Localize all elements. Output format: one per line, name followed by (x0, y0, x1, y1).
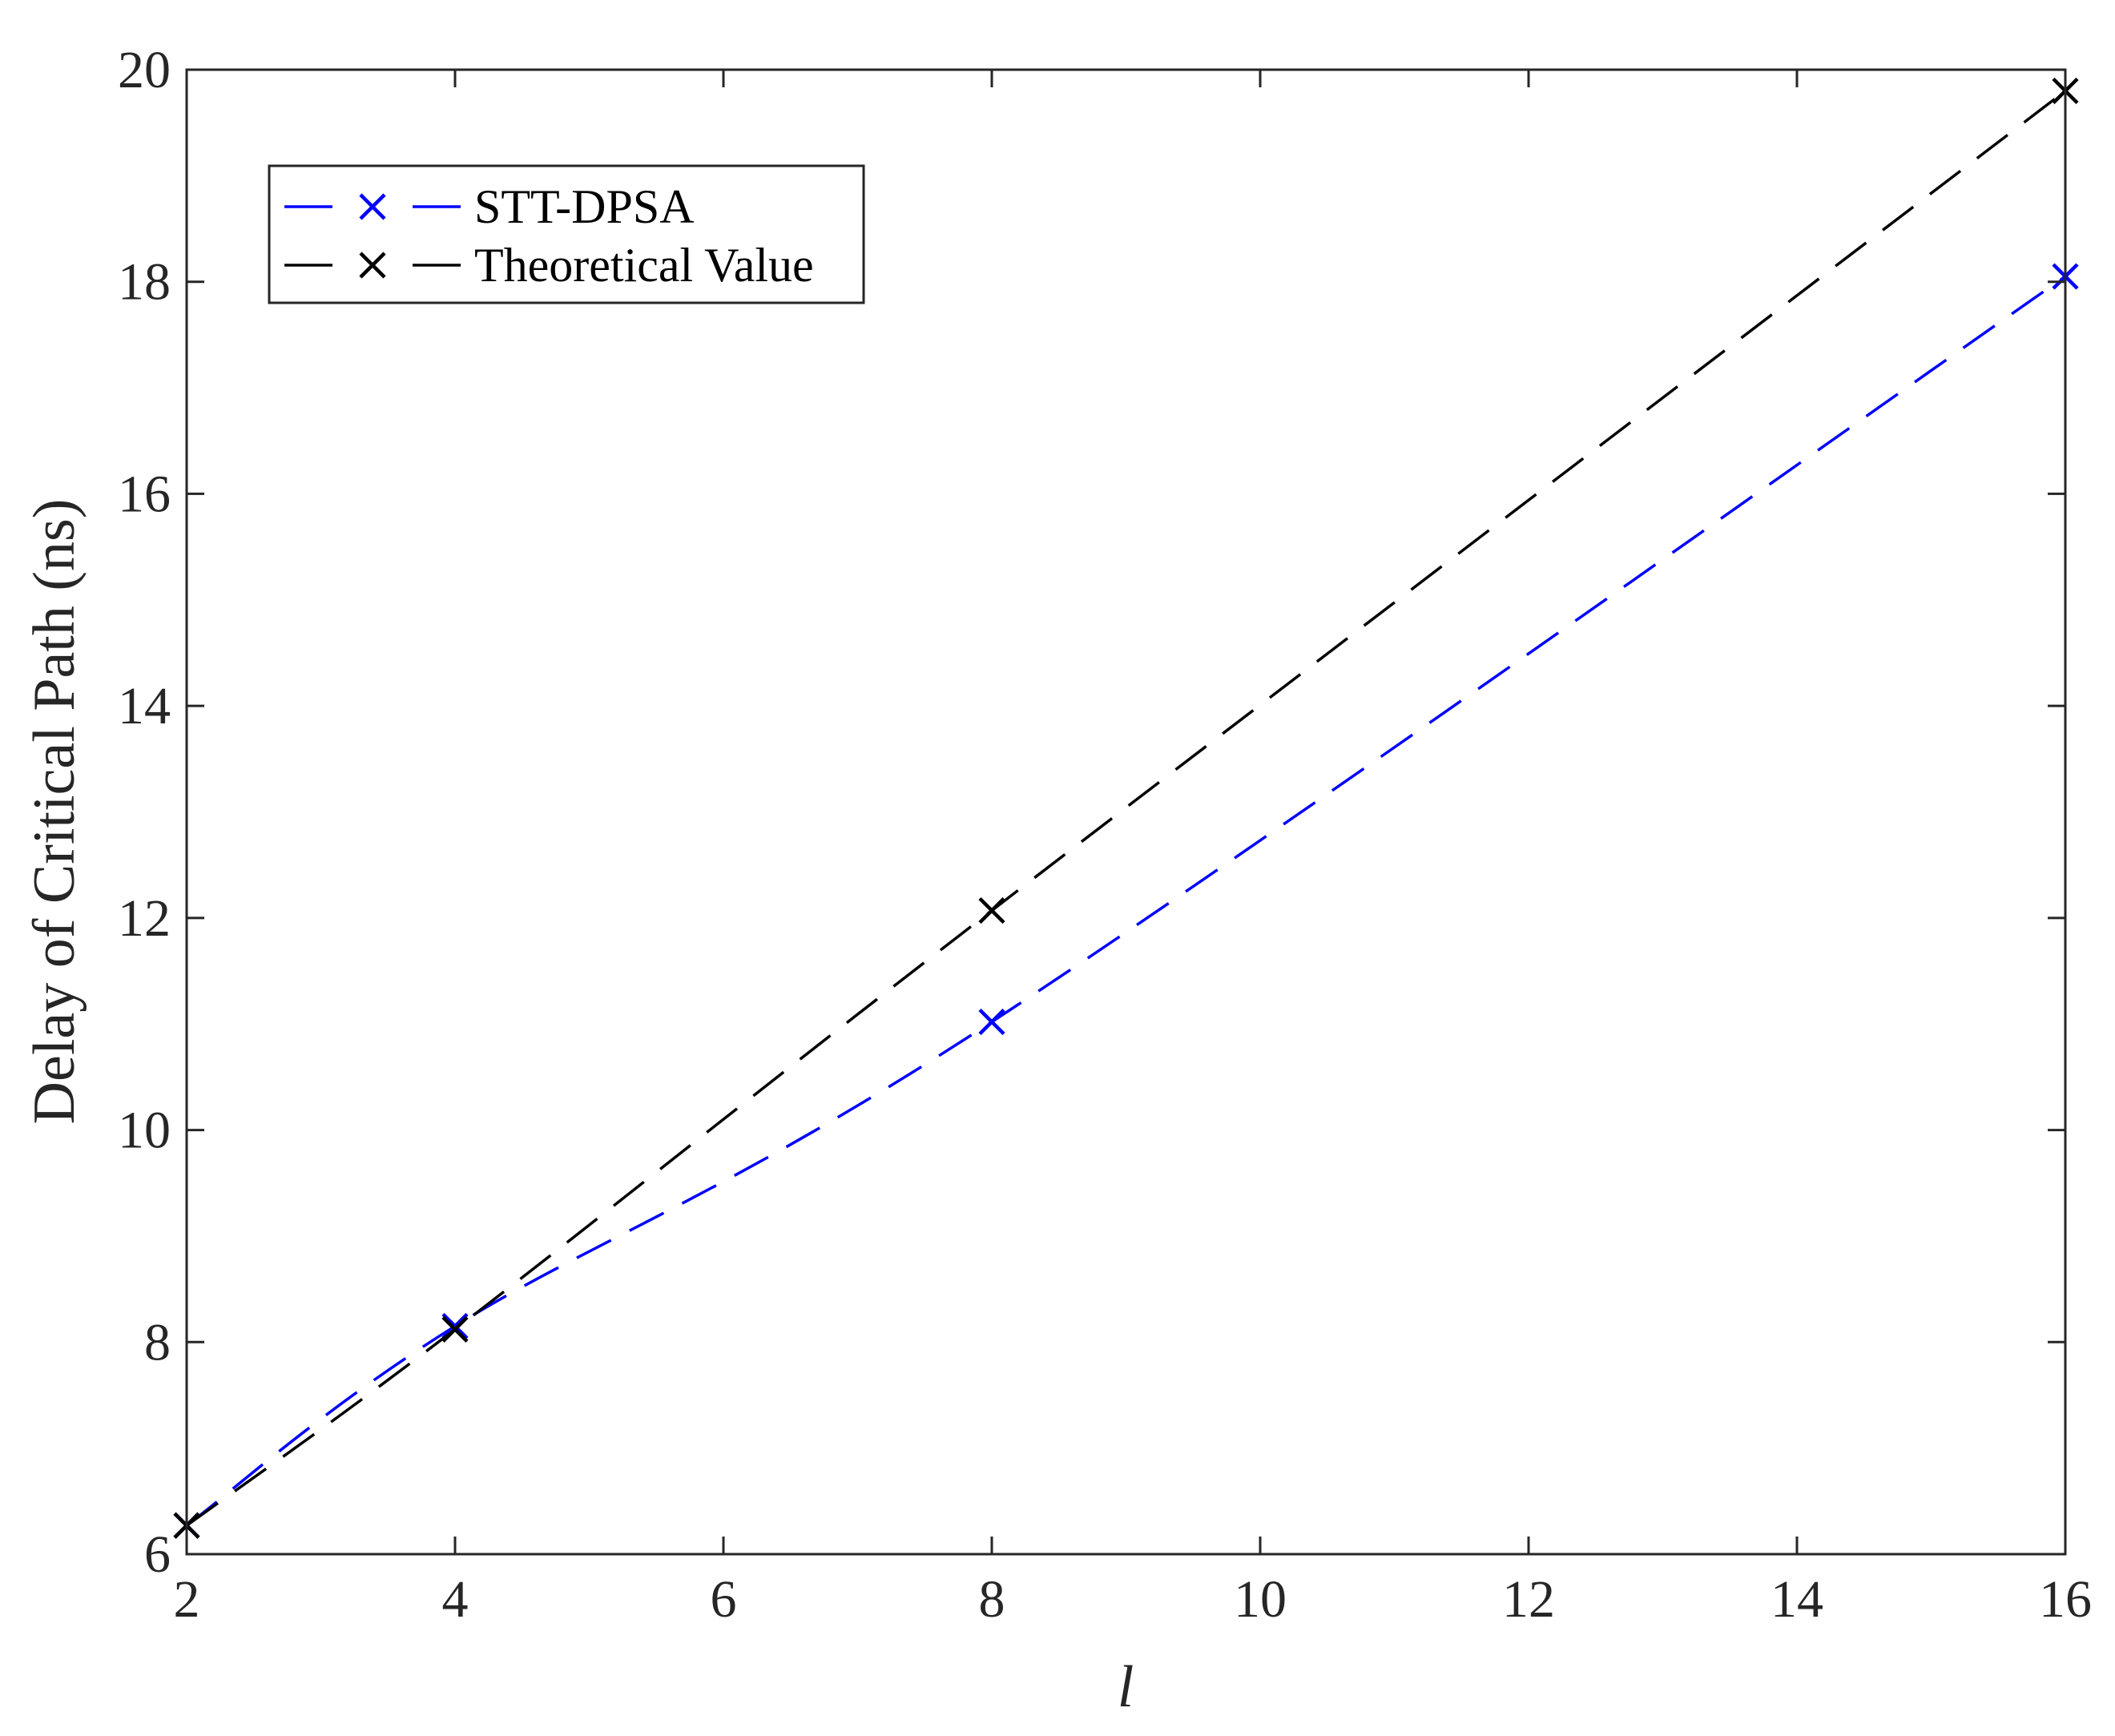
x-tick-label: 12 (1502, 1570, 1555, 1629)
x-tick-label: 14 (1771, 1570, 1823, 1629)
x-tick-label: 16 (2039, 1570, 2092, 1629)
y-tick-label: 10 (118, 1102, 171, 1160)
x-tick-label: 2 (174, 1570, 200, 1629)
x-tick-label: 4 (442, 1570, 469, 1629)
legend-label: Theoretical Value (474, 239, 814, 292)
plot-area-frame (185, 68, 2067, 1556)
y-tick-label: 6 (144, 1525, 171, 1584)
x-tick-label: 8 (979, 1570, 1005, 1629)
y-tick-label: 8 (144, 1313, 171, 1371)
series-line-2 (185, 90, 2067, 1527)
legend-marker (359, 252, 386, 279)
y-tick-label: 18 (118, 253, 171, 312)
y-tick-label: 14 (118, 677, 171, 735)
series-2-marker (441, 1315, 469, 1343)
x-axis-title: l (1118, 1654, 1134, 1720)
y-axis-title: Delay of Critical Path (ns) (22, 499, 87, 1125)
series-1-marker-stroke-b (978, 1008, 1005, 1036)
legend-box (268, 164, 865, 304)
legend-items: STT-DPSA Theoretical Value (284, 180, 814, 292)
legend-marker (359, 193, 386, 220)
y-tick-label: 12 (118, 889, 171, 948)
legend-label: STT-DPSA (474, 180, 695, 233)
series-1-marker (978, 1008, 1005, 1036)
legend-marker-stroke-b (359, 193, 386, 220)
ticks-layer: 2 4 6 8 10 12 14 16 6 8 10 12 14 16 18 20 (118, 41, 2092, 1629)
series-2-marker-stroke-b (441, 1315, 469, 1343)
legend-marker-stroke-b (359, 252, 386, 279)
legend: STT-DPSA Theoretical Value (268, 164, 865, 304)
series-line-1 (185, 275, 2066, 1527)
y-tick-label: 20 (118, 41, 171, 99)
x-tick-label: 6 (711, 1570, 737, 1629)
series-2-marker-stroke-b (978, 897, 1005, 924)
x-tick-label: 10 (1234, 1570, 1287, 1629)
series-2-marker (978, 897, 1005, 924)
y-tick-label: 16 (118, 465, 171, 523)
legend-item-2: Theoretical Value (284, 239, 814, 292)
legend-item-1: STT-DPSA (284, 180, 695, 233)
